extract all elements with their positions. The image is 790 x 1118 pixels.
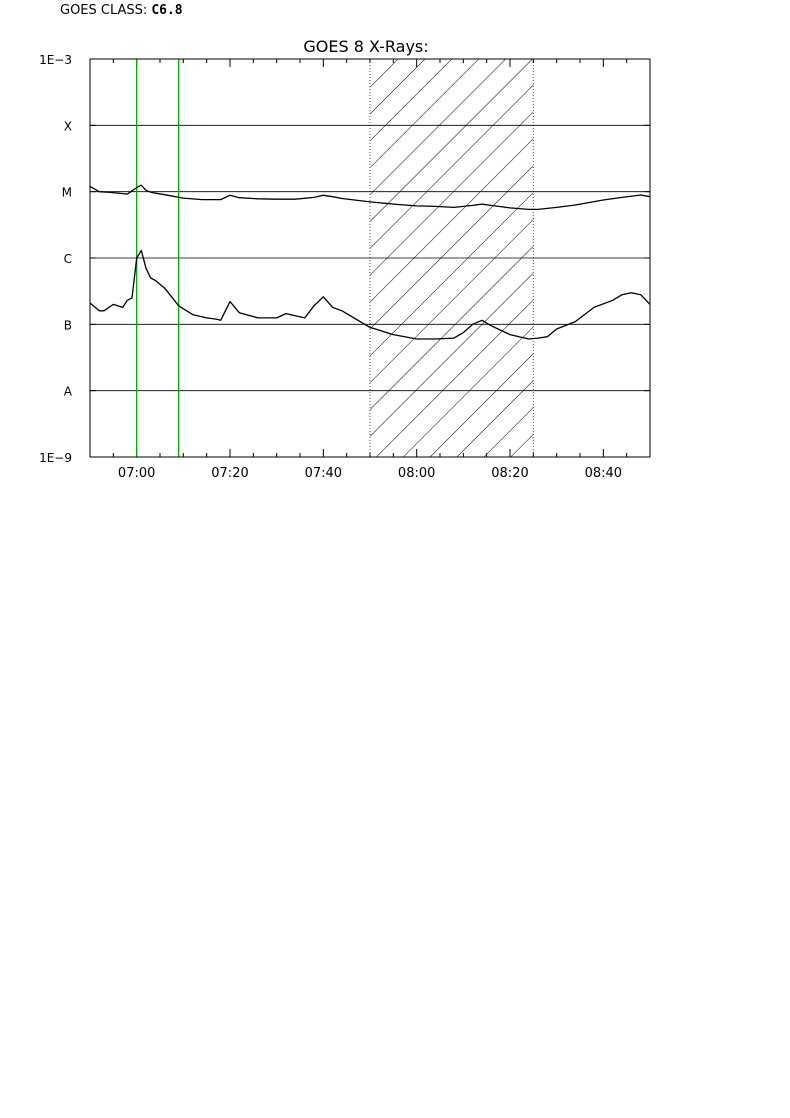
- y-tick-label: A: [64, 385, 73, 399]
- y-tick-label: C: [64, 252, 72, 266]
- series-line-2: [89, 249, 651, 340]
- plot-frame: [89, 58, 651, 458]
- chart-title: GOES 8 X-Rays:: [303, 37, 428, 56]
- x-tick-label: 07:20: [211, 466, 248, 481]
- y-tick-label: B: [64, 318, 72, 332]
- series-line-1: [89, 184, 651, 211]
- goes-class-value: C6.8: [151, 3, 183, 18]
- y-tick-label: X: [64, 119, 72, 133]
- goes-class-line: GOES CLASS: C6.8: [60, 3, 183, 18]
- x-tick-label: 08:00: [398, 466, 435, 481]
- y-tick-label: M: [62, 186, 72, 200]
- goes-class-label: GOES CLASS:: [60, 3, 148, 18]
- x-tick-label: 08:40: [585, 466, 622, 481]
- x-tick-label: 08:20: [491, 466, 528, 481]
- x-tick-label: 07:00: [118, 466, 155, 481]
- y-tick-label: 1E−3: [39, 53, 72, 67]
- x-tick-label: 07:40: [305, 466, 342, 481]
- y-tick-label: 1E−9: [39, 451, 72, 465]
